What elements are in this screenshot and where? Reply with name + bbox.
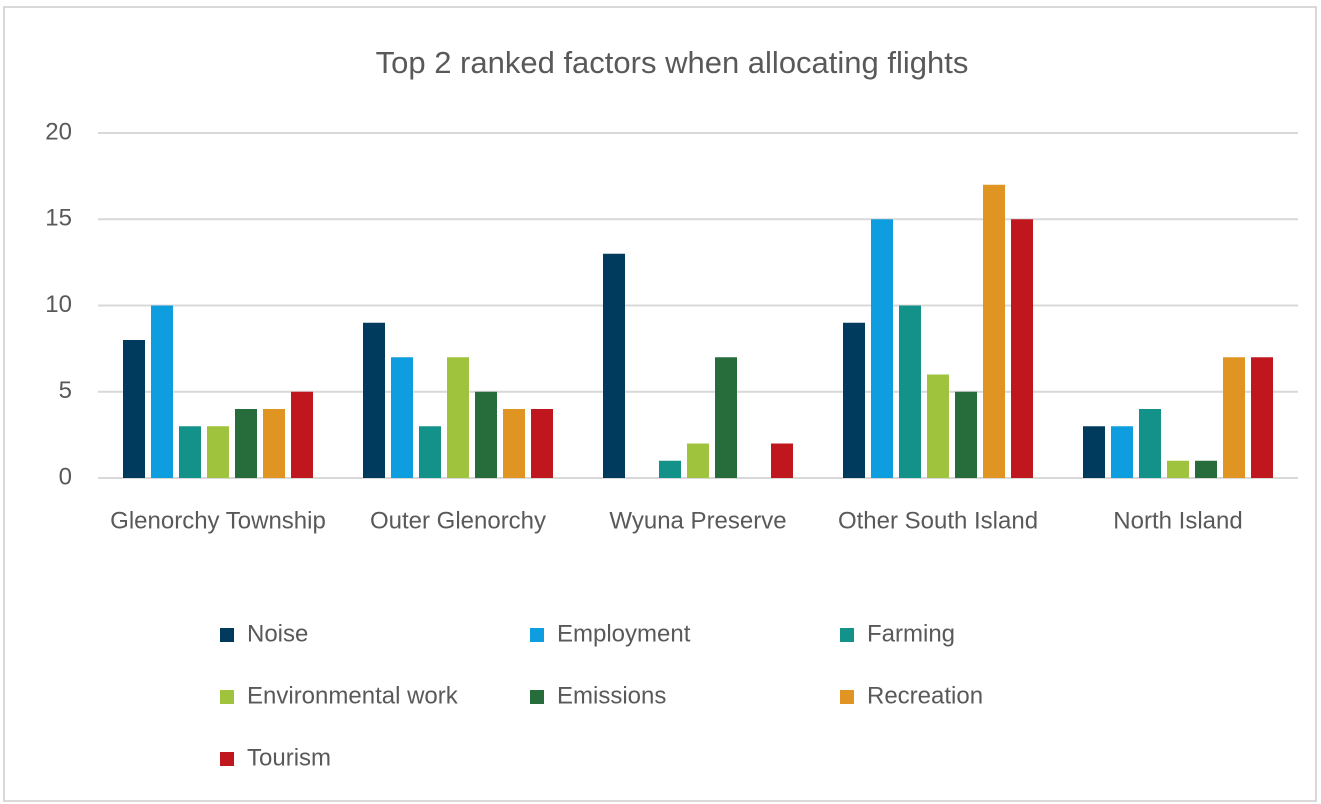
legend-label: Emissions: [557, 682, 666, 709]
legend-swatch: [220, 628, 234, 642]
bar: [179, 426, 201, 478]
bar: [391, 357, 413, 478]
legend-swatch: [220, 690, 234, 704]
bar: [899, 305, 921, 478]
bar: [1195, 460, 1217, 478]
bar: [687, 443, 709, 478]
legend-swatch: [530, 628, 544, 642]
bar: [263, 409, 285, 478]
bar: [475, 391, 497, 478]
bar: [1111, 426, 1133, 478]
y-tick-label: 5: [59, 377, 72, 404]
bar: [503, 409, 525, 478]
y-tick-label: 20: [45, 118, 72, 145]
bar: [603, 253, 625, 478]
bar: [447, 357, 469, 478]
bar: [207, 426, 229, 478]
chart-title: Top 2 ranked factors when allocating fli…: [376, 45, 969, 80]
legend-swatch: [840, 628, 854, 642]
bar: [1223, 357, 1245, 478]
chart-frame: [3, 6, 1317, 802]
legend-swatch: [220, 752, 234, 766]
bar: [715, 357, 737, 478]
bar: [871, 219, 893, 478]
bar: [983, 184, 1005, 478]
legend-label: Environmental work: [247, 682, 459, 709]
bar: [659, 460, 681, 478]
legend-label: Employment: [557, 620, 691, 647]
bar: [291, 391, 313, 478]
bar: [1167, 460, 1189, 478]
bar: [843, 322, 865, 478]
bar: [927, 374, 949, 478]
x-tick-label: Outer Glenorchy: [370, 507, 546, 534]
bar: [1251, 357, 1273, 478]
legend-label: Tourism: [247, 744, 331, 771]
x-tick-label: Other South Island: [838, 507, 1038, 534]
bar: [955, 391, 977, 478]
bar: [151, 305, 173, 478]
bar: [419, 426, 441, 478]
y-tick-label: 15: [45, 205, 72, 232]
bar: [1083, 426, 1105, 478]
x-tick-label: Wyuna Preserve: [609, 507, 786, 534]
bar: [531, 409, 553, 478]
legend-label: Noise: [247, 620, 308, 647]
legend-label: Recreation: [867, 682, 983, 709]
bar: [1139, 409, 1161, 478]
bar: [771, 443, 793, 478]
y-tick-label: 0: [59, 463, 72, 490]
legend-label: Farming: [867, 620, 955, 647]
x-tick-label: Glenorchy Township: [110, 507, 326, 534]
bar: [363, 322, 385, 478]
x-tick-label: North Island: [1113, 507, 1242, 534]
legend-swatch: [530, 690, 544, 704]
bar: [1011, 219, 1033, 478]
bar: [235, 409, 257, 478]
bar: [123, 340, 145, 478]
y-tick-label: 10: [45, 291, 72, 318]
legend-swatch: [840, 690, 854, 704]
